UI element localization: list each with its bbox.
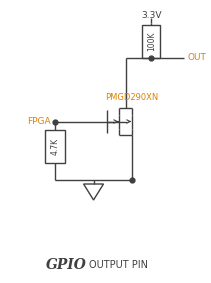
Text: GPIO: GPIO	[46, 258, 87, 272]
Text: OUT: OUT	[187, 53, 206, 63]
Text: OUTPUT PIN: OUTPUT PIN	[89, 260, 147, 270]
Text: 100K: 100K	[147, 32, 156, 51]
Bar	[142, 25, 160, 58]
Bar	[45, 130, 65, 162]
Text: FPGA: FPGA	[27, 117, 51, 126]
Text: PMGD290XN: PMGD290XN	[106, 93, 159, 102]
Text: 3.3V: 3.3V	[141, 11, 161, 20]
Text: 4.7K: 4.7K	[50, 138, 59, 155]
